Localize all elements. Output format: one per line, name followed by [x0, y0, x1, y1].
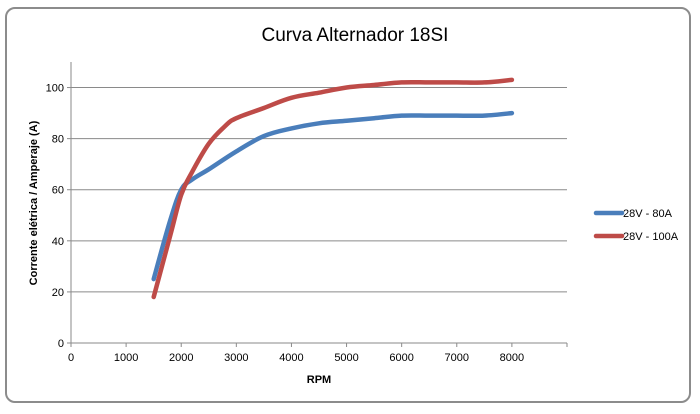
x-tick-label: 3000 — [224, 352, 248, 364]
x-tick-label: 6000 — [389, 352, 413, 364]
x-tick-label: 1000 — [114, 352, 138, 364]
x-tick-label: 8000 — [500, 352, 524, 364]
y-tick-label: 0 — [58, 338, 64, 350]
legend: 28V - 80A 28V - 100A — [593, 208, 679, 243]
y-tick-label: 60 — [52, 185, 64, 197]
y-tick-label: 20 — [52, 287, 64, 299]
axes — [67, 62, 568, 347]
chart-frame — [5, 7, 691, 403]
x-tick-label: 2000 — [169, 352, 193, 364]
legend-label-2: 28V - 100A — [623, 231, 679, 243]
x-tick-label: 0 — [68, 352, 74, 364]
x-axis-title: RPM — [307, 374, 331, 386]
x-tick-label: 5000 — [334, 352, 358, 364]
legend-label-1: 28V - 80A — [623, 208, 673, 220]
y-axis-title: Corrente elétrica / Amperaje (A) — [28, 120, 40, 285]
y-tick-label: 100 — [46, 83, 64, 95]
y-tick-label: 40 — [52, 236, 64, 248]
x-tick-label: 4000 — [279, 352, 303, 364]
y-tick-label: 80 — [52, 134, 64, 146]
gridlines — [71, 87, 567, 293]
series-line-2 — [151, 77, 515, 300]
x-tick-label: 7000 — [445, 352, 469, 364]
series-lines — [151, 77, 515, 300]
series-line-1 — [151, 110, 515, 282]
chart-title: Curva Alternador 18SI — [262, 25, 449, 46]
